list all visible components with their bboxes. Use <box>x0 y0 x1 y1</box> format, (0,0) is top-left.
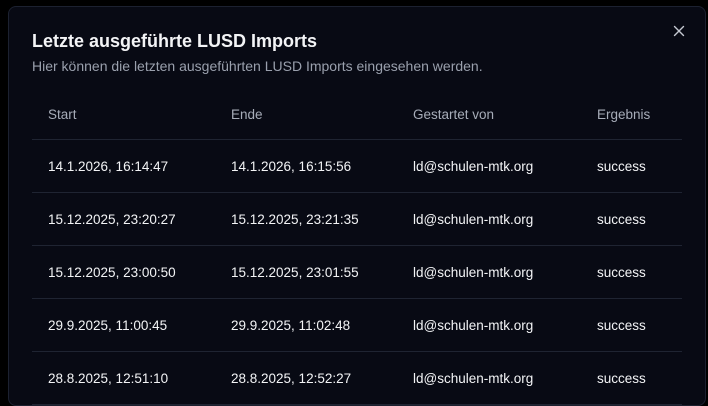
table-cell: 15.12.2025, 23:20:27 <box>32 192 215 246</box>
column-header: Start <box>32 89 215 140</box>
table-cell: 15.12.2025, 23:00:50 <box>32 245 215 299</box>
table-cell: 14.1.2026, 16:14:47 <box>32 139 215 193</box>
table-cell: ld@schulen-mtk.org <box>397 351 581 405</box>
table-row: 28.8.2025, 12:51:10 28.8.2025, 12:52:27 ld… <box>32 351 682 405</box>
table-cell: 14.1.2026, 16:15:56 <box>215 139 397 193</box>
column-header: Ende <box>215 89 397 140</box>
table-cell: 29.9.2025, 11:00:45 <box>32 298 215 352</box>
table-row: 15.12.2025, 23:00:50 15.12.2025, 23:01:55… <box>32 245 682 299</box>
table-cell: 15.12.2025, 23:01:55 <box>215 245 397 299</box>
imports-table: Start Ende Gestartet von Ergebnis 14.1.2026… <box>32 89 682 405</box>
table-cell: success <box>581 245 682 299</box>
table-cell: success <box>581 351 682 405</box>
dialog: Letzte ausgeführte LUSD Imports Hier kön… <box>8 6 706 406</box>
column-header: Ergebnis <box>581 89 682 140</box>
header-row: Start Ende Gestartet von Ergebnis <box>32 89 682 140</box>
column-header: Gestartet von <box>397 89 581 140</box>
table-cell: 28.8.2025, 12:51:10 <box>32 351 215 405</box>
dialog-title: Letzte ausgeführte LUSD Imports <box>32 31 318 51</box>
table-cell: 28.8.2025, 12:52:27 <box>215 351 397 405</box>
table-cell: success <box>581 298 682 352</box>
table-cell: ld@schulen-mtk.org <box>397 245 581 299</box>
table-row: 15.12.2025, 23:20:27 15.12.2025, 23:21:35… <box>32 192 682 246</box>
table-cell: ld@schulen-mtk.org <box>397 298 581 352</box>
table-cell: ld@schulen-mtk.org <box>397 192 581 246</box>
dialog-subtitle: Hier können die letzten ausgeführten LUS… <box>32 58 483 74</box>
table-cell: 29.9.2025, 11:02:48 <box>215 298 397 352</box>
table-cell: success <box>581 139 682 193</box>
table-cell: 15.12.2025, 23:21:35 <box>215 192 397 246</box>
table-cell: success <box>581 192 682 246</box>
table-row: 14.1.2026, 16:14:47 14.1.2026, 16:15:56 ld… <box>32 139 682 193</box>
table-cell: ld@schulen-mtk.org <box>397 139 581 193</box>
close-button[interactable] <box>669 21 689 41</box>
table-row: 29.9.2025, 11:00:45 29.9.2025, 11:02:48 ld… <box>32 298 682 352</box>
